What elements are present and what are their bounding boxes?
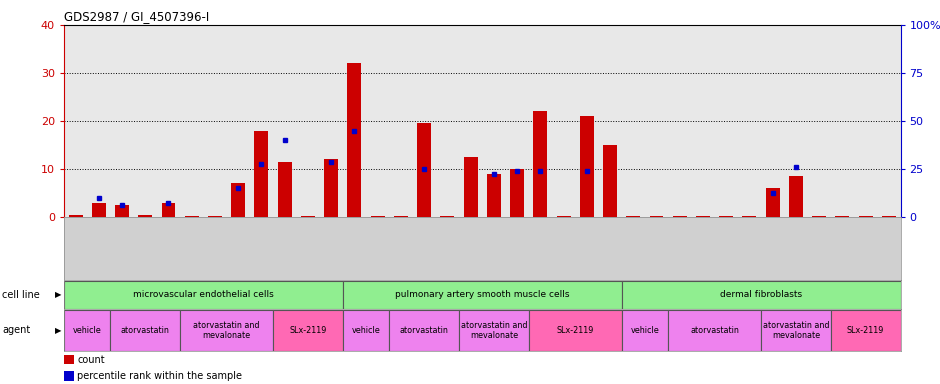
Bar bbox=[761, 310, 831, 351]
Bar bbox=[812, 216, 826, 217]
Text: atorvastatin and
mevalonate: atorvastatin and mevalonate bbox=[461, 321, 527, 340]
Bar bbox=[115, 205, 129, 217]
Text: vehicle: vehicle bbox=[72, 326, 102, 335]
Text: atorvastatin: atorvastatin bbox=[121, 326, 170, 335]
Bar bbox=[110, 310, 180, 351]
Bar bbox=[743, 216, 757, 217]
Bar bbox=[69, 215, 83, 217]
Bar bbox=[185, 216, 198, 217]
Text: atorvastatin and
mevalonate: atorvastatin and mevalonate bbox=[762, 321, 829, 340]
Bar bbox=[343, 310, 389, 351]
Bar bbox=[831, 310, 901, 351]
Text: GDS2987 / GI_4507396-I: GDS2987 / GI_4507396-I bbox=[64, 10, 210, 23]
Text: SLx-2119: SLx-2119 bbox=[290, 326, 326, 335]
Text: agent: agent bbox=[2, 325, 30, 335]
Bar bbox=[370, 216, 384, 217]
Text: SLx-2119: SLx-2119 bbox=[556, 326, 594, 335]
Bar bbox=[348, 63, 361, 217]
Bar bbox=[64, 281, 343, 309]
Bar bbox=[510, 169, 525, 217]
Bar bbox=[162, 203, 176, 217]
Text: atorvastatin: atorvastatin bbox=[400, 326, 448, 335]
Bar bbox=[389, 310, 459, 351]
Bar bbox=[603, 145, 617, 217]
Bar bbox=[882, 216, 896, 217]
Text: ▶: ▶ bbox=[55, 326, 61, 335]
Bar bbox=[138, 215, 152, 217]
Bar bbox=[64, 310, 110, 351]
Text: count: count bbox=[77, 354, 105, 364]
Text: cell line: cell line bbox=[2, 290, 39, 300]
Text: dermal fibroblasts: dermal fibroblasts bbox=[720, 290, 802, 299]
Text: ▶: ▶ bbox=[55, 290, 61, 299]
Bar bbox=[719, 216, 733, 217]
Bar bbox=[668, 310, 761, 351]
Bar bbox=[528, 310, 621, 351]
Bar bbox=[556, 216, 571, 217]
Bar bbox=[789, 176, 803, 217]
Bar bbox=[621, 281, 901, 309]
Text: percentile rank within the sample: percentile rank within the sample bbox=[77, 371, 243, 381]
Text: atorvastatin and
mevalonate: atorvastatin and mevalonate bbox=[194, 321, 259, 340]
Bar bbox=[766, 188, 779, 217]
Text: microvascular endothelial cells: microvascular endothelial cells bbox=[133, 290, 274, 299]
Text: SLx-2119: SLx-2119 bbox=[847, 326, 885, 335]
Bar bbox=[533, 111, 547, 217]
Bar bbox=[621, 310, 668, 351]
Bar bbox=[859, 216, 872, 217]
Bar bbox=[64, 355, 74, 364]
Bar bbox=[394, 216, 408, 217]
Text: vehicle: vehicle bbox=[631, 326, 659, 335]
Bar bbox=[208, 216, 222, 217]
Bar bbox=[273, 310, 343, 351]
Bar bbox=[301, 216, 315, 217]
Bar bbox=[580, 116, 594, 217]
Text: vehicle: vehicle bbox=[352, 326, 381, 335]
Bar bbox=[324, 159, 338, 217]
Bar bbox=[180, 310, 273, 351]
Bar bbox=[440, 216, 454, 217]
Text: atorvastatin: atorvastatin bbox=[690, 326, 739, 335]
Bar bbox=[231, 184, 245, 217]
Bar bbox=[92, 203, 105, 217]
Bar bbox=[417, 123, 431, 217]
Bar bbox=[459, 310, 528, 351]
Bar bbox=[696, 216, 710, 217]
Bar bbox=[487, 174, 501, 217]
Text: pulmonary artery smooth muscle cells: pulmonary artery smooth muscle cells bbox=[395, 290, 570, 299]
Bar bbox=[255, 131, 269, 217]
Bar bbox=[650, 216, 664, 217]
Bar bbox=[64, 371, 74, 381]
Bar bbox=[673, 216, 687, 217]
Bar bbox=[343, 281, 621, 309]
Bar bbox=[626, 216, 640, 217]
Bar bbox=[463, 157, 478, 217]
Bar bbox=[277, 162, 291, 217]
Bar bbox=[836, 216, 850, 217]
